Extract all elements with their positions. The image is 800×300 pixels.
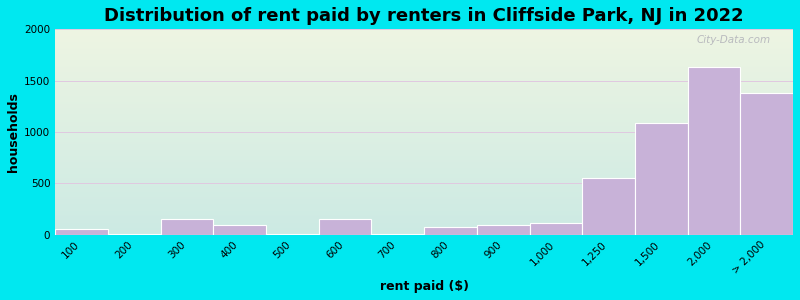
Text: City-Data.com: City-Data.com (697, 35, 771, 45)
Bar (740, 93, 793, 235)
Bar (477, 225, 530, 235)
Bar (55, 230, 108, 235)
X-axis label: rent paid ($): rent paid ($) (380, 280, 469, 293)
Bar (635, 123, 688, 235)
Bar (161, 219, 214, 235)
Bar (582, 178, 635, 235)
Bar (424, 227, 477, 235)
Bar (688, 67, 740, 235)
Bar (214, 225, 266, 235)
Bar (108, 234, 161, 235)
Bar (266, 234, 318, 235)
Bar (318, 219, 371, 235)
Bar (530, 223, 582, 235)
Bar (371, 234, 424, 235)
Title: Distribution of rent paid by renters in Cliffside Park, NJ in 2022: Distribution of rent paid by renters in … (104, 7, 744, 25)
Y-axis label: households: households (7, 92, 20, 172)
